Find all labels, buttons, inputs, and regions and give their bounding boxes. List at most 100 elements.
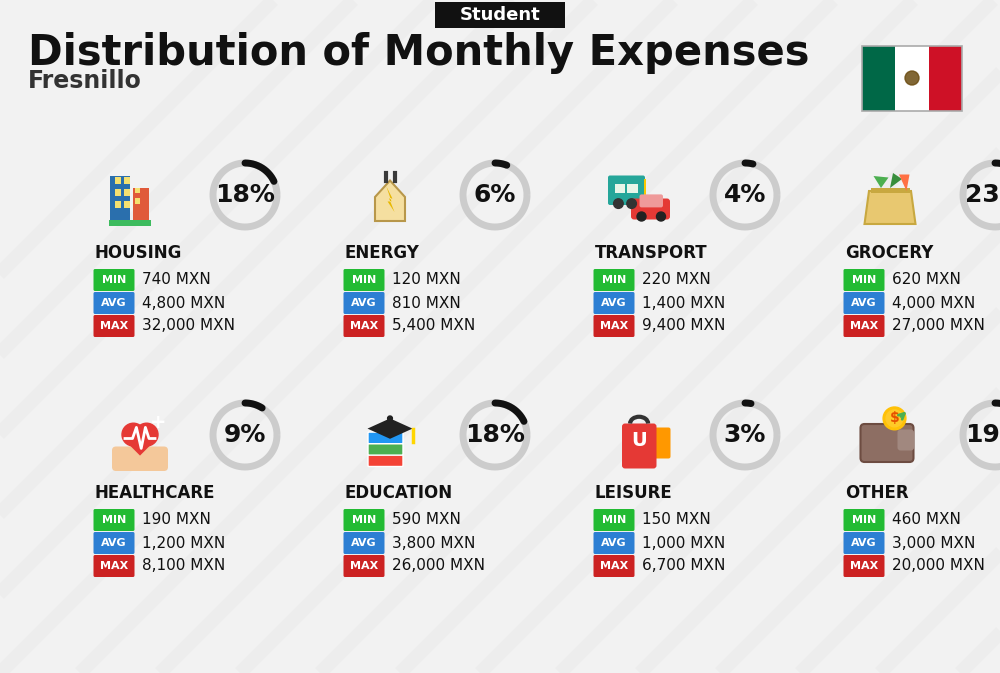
Text: AVG: AVG [351, 298, 377, 308]
Text: TRANSPORT: TRANSPORT [595, 244, 708, 262]
Circle shape [656, 212, 666, 221]
FancyBboxPatch shape [594, 292, 635, 314]
FancyBboxPatch shape [594, 509, 635, 531]
Circle shape [905, 71, 919, 85]
FancyBboxPatch shape [94, 292, 134, 314]
FancyBboxPatch shape [640, 194, 663, 207]
Text: 220 MXN: 220 MXN [642, 273, 711, 287]
Text: 620 MXN: 620 MXN [892, 273, 961, 287]
Text: GROCERY: GROCERY [845, 244, 933, 262]
FancyBboxPatch shape [594, 555, 635, 577]
Text: 4,000 MXN: 4,000 MXN [892, 295, 975, 310]
FancyBboxPatch shape [860, 424, 914, 462]
Text: 20,000 MXN: 20,000 MXN [892, 559, 985, 573]
Text: 5,400 MXN: 5,400 MXN [392, 318, 475, 334]
FancyBboxPatch shape [94, 269, 134, 291]
FancyBboxPatch shape [110, 176, 130, 224]
Text: 27,000 MXN: 27,000 MXN [892, 318, 985, 334]
Polygon shape [899, 174, 910, 191]
Circle shape [135, 423, 158, 446]
Text: AVG: AVG [101, 538, 127, 548]
FancyBboxPatch shape [844, 532, 885, 554]
FancyBboxPatch shape [844, 509, 885, 531]
Text: 32,000 MXN: 32,000 MXN [142, 318, 235, 334]
Text: AVG: AVG [101, 298, 127, 308]
FancyBboxPatch shape [132, 188, 149, 224]
Text: 460 MXN: 460 MXN [892, 513, 961, 528]
FancyBboxPatch shape [627, 184, 638, 192]
FancyBboxPatch shape [115, 201, 121, 207]
Text: MIN: MIN [352, 275, 376, 285]
FancyBboxPatch shape [344, 532, 384, 554]
Text: 3%: 3% [724, 423, 766, 447]
Text: 150 MXN: 150 MXN [642, 513, 711, 528]
Text: MIN: MIN [352, 515, 376, 525]
Text: HEALTHCARE: HEALTHCARE [95, 484, 216, 502]
Text: MAX: MAX [350, 321, 378, 331]
FancyBboxPatch shape [594, 315, 635, 337]
Text: Student: Student [460, 6, 540, 24]
Text: AVG: AVG [851, 298, 877, 308]
FancyBboxPatch shape [898, 429, 914, 450]
Text: 1,400 MXN: 1,400 MXN [642, 295, 725, 310]
Text: MIN: MIN [102, 275, 126, 285]
Text: 8,100 MXN: 8,100 MXN [142, 559, 225, 573]
FancyBboxPatch shape [344, 292, 384, 314]
Text: MIN: MIN [102, 515, 126, 525]
Text: $: $ [890, 411, 899, 425]
FancyBboxPatch shape [135, 188, 140, 193]
Text: 18%: 18% [465, 423, 525, 447]
FancyBboxPatch shape [844, 292, 885, 314]
Text: LEISURE: LEISURE [595, 484, 673, 502]
Text: MAX: MAX [350, 561, 378, 571]
Text: MAX: MAX [600, 561, 628, 571]
Text: 4,800 MXN: 4,800 MXN [142, 295, 225, 310]
Text: MIN: MIN [602, 515, 626, 525]
FancyBboxPatch shape [135, 199, 140, 204]
Text: Distribution of Monthly Expenses: Distribution of Monthly Expenses [28, 32, 810, 74]
Text: MAX: MAX [850, 321, 878, 331]
Text: 9%: 9% [224, 423, 266, 447]
Text: ENERGY: ENERGY [345, 244, 420, 262]
FancyBboxPatch shape [844, 269, 885, 291]
Circle shape [627, 199, 636, 209]
FancyBboxPatch shape [929, 46, 962, 110]
Text: AVG: AVG [351, 538, 377, 548]
Text: MAX: MAX [600, 321, 628, 331]
Text: 740 MXN: 740 MXN [142, 273, 211, 287]
Text: 26,000 MXN: 26,000 MXN [392, 559, 485, 573]
Text: 6,700 MXN: 6,700 MXN [642, 559, 725, 573]
Text: 19%: 19% [965, 423, 1000, 447]
Polygon shape [874, 176, 889, 188]
Text: 120 MXN: 120 MXN [392, 273, 461, 287]
Polygon shape [375, 180, 405, 221]
Text: 6%: 6% [474, 183, 516, 207]
Polygon shape [864, 191, 916, 224]
FancyBboxPatch shape [594, 532, 635, 554]
FancyBboxPatch shape [614, 184, 625, 192]
FancyBboxPatch shape [344, 555, 384, 577]
Text: MAX: MAX [850, 561, 878, 571]
Text: OTHER: OTHER [845, 484, 909, 502]
FancyBboxPatch shape [844, 555, 885, 577]
FancyBboxPatch shape [368, 455, 403, 466]
FancyBboxPatch shape [344, 315, 384, 337]
Text: 1,000 MXN: 1,000 MXN [642, 536, 725, 551]
FancyBboxPatch shape [644, 179, 646, 197]
Text: Fresnillo: Fresnillo [28, 69, 142, 93]
Circle shape [388, 416, 392, 421]
Text: U: U [631, 431, 647, 450]
Text: MIN: MIN [602, 275, 626, 285]
FancyBboxPatch shape [862, 46, 895, 110]
Text: MAX: MAX [100, 321, 128, 331]
FancyBboxPatch shape [115, 189, 121, 195]
Text: 1,200 MXN: 1,200 MXN [142, 536, 225, 551]
FancyBboxPatch shape [115, 177, 121, 184]
Circle shape [122, 423, 145, 446]
Circle shape [614, 199, 623, 209]
FancyBboxPatch shape [368, 432, 403, 444]
Text: 4%: 4% [724, 183, 766, 207]
Text: 3,800 MXN: 3,800 MXN [392, 536, 475, 551]
FancyBboxPatch shape [895, 46, 929, 110]
FancyBboxPatch shape [94, 555, 134, 577]
